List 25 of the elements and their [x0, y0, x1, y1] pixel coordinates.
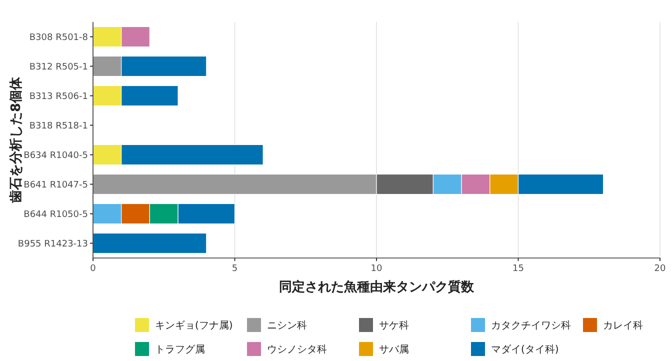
x-tick-label: 15	[512, 264, 524, 274]
y-tick-label: B308 R501-8	[29, 32, 88, 43]
legend-label: カタクチイワシ科	[491, 320, 571, 332]
y-tick-label: B313 R506-1	[29, 92, 88, 102]
legend-label: トラフグ属	[155, 344, 205, 356]
x-tick-label: 0	[90, 264, 96, 274]
legend-label: カレイ科	[603, 320, 643, 332]
y-axis-title: 歯石を分析した8個体	[9, 76, 24, 204]
y-tick-label: B634 R1040-5	[24, 150, 88, 161]
x-tick-label: 5	[232, 264, 238, 274]
legend-label: キンギョ(フナ属)	[155, 320, 233, 332]
legend-label: ウシノシタ科	[267, 344, 327, 356]
legend-label: マダイ(タイ科)	[491, 344, 559, 356]
y-tick-label: B955 R1423-13	[18, 239, 88, 250]
x-axis-title: 同定された魚種由来タンパク質数	[279, 279, 475, 295]
x-tick-label: 10	[370, 264, 382, 274]
y-tick-label: B312 R505-1	[29, 62, 88, 72]
legend-label: サバ属	[379, 344, 409, 356]
x-tick-label: 20	[654, 264, 666, 274]
legend-label: ニシン科	[267, 320, 307, 332]
legend-label: サケ科	[379, 320, 409, 332]
y-tick-label: B318 R518-1	[29, 121, 88, 132]
bar	[92, 232, 207, 254]
y-tick-label: B641 R1047-5	[24, 180, 88, 190]
y-tick-label: B644 R1050-5	[24, 210, 88, 220]
